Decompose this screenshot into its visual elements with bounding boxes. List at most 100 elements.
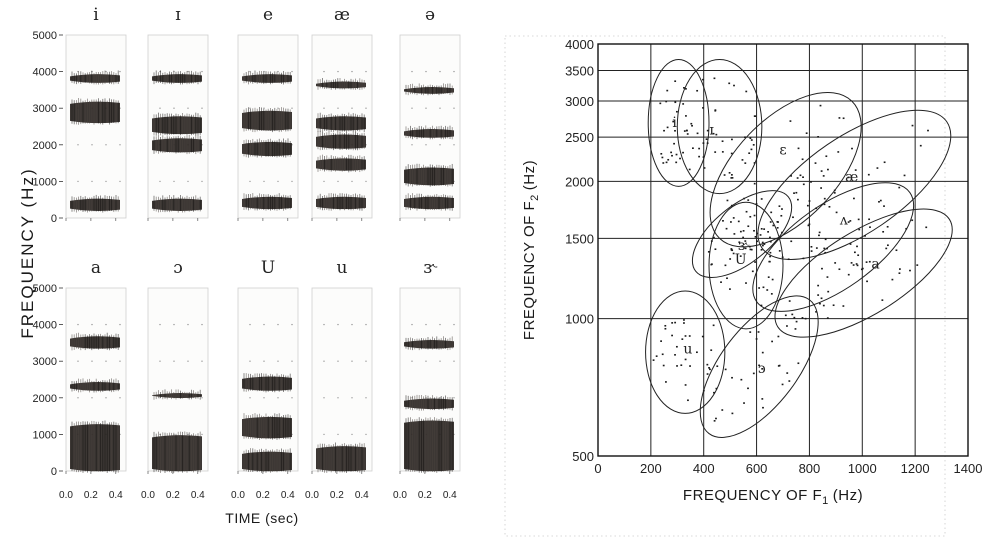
spectrogram-grid-dot	[263, 397, 265, 399]
vowel-region-ellipse	[709, 91, 862, 248]
spectrogram-grid-dot	[439, 360, 441, 362]
vowel-region: i	[647, 58, 710, 187]
spectrogram-x-tick-label: 0.0	[305, 490, 319, 501]
formant-data-point	[795, 191, 798, 194]
spectrogram-x-tick-label: 0.0	[393, 490, 407, 501]
formant-data-point	[681, 338, 684, 340]
formant-data-point	[731, 177, 734, 179]
formant-data-point	[662, 364, 665, 367]
formant-data-point	[745, 282, 747, 284]
formant-data-point	[743, 402, 745, 404]
spectrogram-vowel-label: a	[91, 258, 101, 278]
formant-data-point	[824, 251, 827, 254]
spectrogram-formant-band	[152, 112, 202, 136]
formant-data-point	[818, 231, 821, 234]
formant-data-point	[665, 381, 667, 383]
formant-data-point	[730, 177, 733, 179]
formant-data-point	[788, 300, 791, 302]
spectrogram-grid-dot	[277, 360, 279, 362]
spectrogram-y-tick-label: 5000	[33, 283, 57, 295]
vowel-region: a	[774, 208, 953, 338]
spectrogram-grid-dot	[249, 180, 251, 183]
formant-data-point	[675, 345, 678, 348]
formant-data-point	[852, 264, 855, 266]
formant-data-point	[729, 288, 731, 290]
formant-data-point	[810, 181, 812, 183]
spectrogram-grid-dot	[105, 70, 107, 73]
spectrogram-band-fill	[242, 141, 292, 157]
formant-data-point	[684, 384, 687, 386]
formant-data-point	[810, 250, 813, 252]
spectrogram-vowel-label: u	[337, 258, 348, 278]
formant-data-point	[674, 80, 677, 83]
formant-data-point	[730, 152, 733, 155]
spectrogram-grid-dot	[351, 323, 353, 326]
formant-data-point	[849, 243, 852, 245]
vowel-region-ellipse	[645, 290, 726, 414]
formant-data-point	[855, 263, 858, 265]
formant-data-point	[660, 152, 663, 155]
spectrogram-formant-band	[70, 194, 120, 213]
formant-data-point	[750, 139, 753, 141]
spectrogram-x-tick-label: 0.2	[84, 490, 98, 501]
formant-data-point	[744, 162, 747, 164]
formant-data-point	[748, 245, 751, 248]
formant-data-point	[911, 124, 914, 127]
formant-data-point	[759, 234, 762, 236]
formant-data-point	[867, 173, 870, 176]
formant-data-point	[682, 103, 685, 105]
spectrogram-grid-dot	[277, 323, 279, 326]
scatter-y-tick-label: 500	[572, 449, 594, 464]
vowel-region-ellipse	[708, 201, 784, 330]
formant-data-point	[826, 317, 829, 319]
spectrogram-grid-dot	[365, 180, 367, 183]
formant-data-point	[715, 387, 718, 390]
formant-data-point	[817, 136, 820, 138]
formant-data-point	[814, 162, 817, 164]
formant-data-point	[819, 104, 822, 107]
spectrogram-y-tick-label: 2000	[33, 140, 57, 152]
formant-data-point	[690, 122, 693, 125]
formant-data-point	[876, 167, 879, 169]
vowel-region-ellipse	[774, 208, 953, 338]
formant-data-point	[708, 367, 710, 369]
spectrogram-y-tick-label: 0	[51, 213, 57, 225]
formant-data-point	[714, 151, 717, 153]
formant-data-point	[771, 278, 774, 281]
formant-data-point	[754, 115, 757, 117]
spectrogram-grid-dot	[91, 180, 93, 183]
spectrogram-band-fill	[70, 424, 120, 472]
spectrogram-grid-dot	[351, 360, 353, 362]
formant-data-point	[706, 142, 709, 144]
formant-data-point	[828, 205, 831, 208]
spectrogram-grid-dot	[249, 323, 251, 326]
spectrogram-y-tick-label: 4000	[33, 67, 57, 79]
spectrogram-panel: a 0.0 0.2 0.4	[59, 258, 127, 501]
spectrogram-grid-dot	[425, 70, 427, 73]
formant-data-point	[866, 280, 868, 283]
spectrogram-grid-dot	[77, 180, 79, 183]
formant-data-point	[731, 412, 734, 415]
spectrogram-formant-band	[152, 70, 202, 85]
spectrogram-grid-dot	[201, 360, 203, 362]
formant-data-point	[731, 138, 733, 141]
formant-data-point	[683, 319, 685, 321]
spectrogram-grid-dot	[323, 397, 325, 399]
spectrogram-band-fill	[316, 196, 366, 210]
spectrogram-grid-dot	[291, 107, 293, 109]
spectrogram-x-tick-label: 0.2	[256, 490, 270, 501]
spectrogram-grid-dot	[159, 323, 161, 326]
spectrogram-grid-dot	[365, 107, 367, 109]
spectrogram-band-fill	[70, 336, 120, 349]
spectrogram-x-tick-label: 0.4	[281, 490, 295, 501]
spectrogram-band-fill	[152, 198, 202, 211]
formant-data-point	[703, 167, 706, 169]
spectrogram-grid-dot	[201, 397, 203, 399]
spectrogram-band-fill	[404, 167, 454, 186]
spectrogram-grid-dot	[411, 360, 413, 362]
spectrogram-grid-dot	[249, 107, 251, 109]
formant-data-point	[701, 335, 704, 338]
formant-data-point	[682, 151, 684, 154]
formant-data-point	[790, 240, 793, 243]
spectrogram-grid-dot	[277, 397, 279, 399]
